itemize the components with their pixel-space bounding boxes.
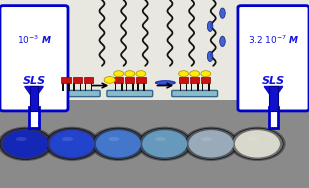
Bar (180, 83, 181, 91)
Circle shape (183, 127, 239, 161)
Ellipse shape (207, 51, 213, 62)
Text: $\mathit{10^{-3}}$ M: $\mathit{10^{-3}}$ M (16, 34, 52, 46)
Circle shape (125, 71, 135, 77)
Circle shape (229, 127, 286, 161)
Ellipse shape (108, 137, 120, 141)
Bar (74, 83, 75, 91)
Ellipse shape (247, 137, 259, 141)
Bar (0, 0, 309, 100)
Ellipse shape (207, 21, 213, 31)
Bar (179, 77, 188, 83)
Circle shape (185, 128, 237, 159)
Bar (269, 107, 277, 110)
Bar (91, 83, 92, 91)
Bar (126, 83, 127, 91)
Circle shape (190, 71, 200, 77)
Ellipse shape (201, 137, 212, 141)
FancyBboxPatch shape (54, 90, 100, 97)
Bar (114, 77, 123, 83)
Bar (191, 83, 192, 91)
Polygon shape (25, 86, 43, 100)
Bar (269, 86, 278, 111)
Circle shape (137, 127, 193, 161)
Circle shape (188, 130, 234, 158)
Circle shape (46, 128, 98, 159)
Circle shape (235, 130, 280, 158)
FancyBboxPatch shape (107, 90, 153, 97)
Bar (269, 86, 278, 111)
Bar (137, 83, 138, 91)
Bar (80, 83, 81, 91)
Bar (30, 86, 38, 111)
Circle shape (179, 71, 188, 77)
Circle shape (93, 128, 144, 159)
Bar (62, 83, 64, 91)
Circle shape (49, 130, 95, 158)
Bar (186, 83, 187, 91)
Circle shape (90, 127, 146, 161)
Bar (61, 77, 71, 83)
Bar (125, 77, 134, 83)
FancyBboxPatch shape (238, 6, 309, 111)
Circle shape (201, 71, 211, 77)
Bar (202, 83, 204, 91)
Circle shape (0, 127, 54, 161)
Text: SLS: SLS (23, 76, 45, 86)
Bar (30, 107, 38, 110)
Bar (69, 83, 70, 91)
Bar (30, 86, 38, 111)
Circle shape (142, 130, 187, 158)
Ellipse shape (154, 137, 166, 141)
Circle shape (0, 128, 51, 159)
Bar (136, 77, 146, 83)
Bar (115, 83, 116, 91)
FancyBboxPatch shape (172, 90, 218, 97)
Bar (121, 83, 122, 91)
FancyBboxPatch shape (0, 6, 68, 111)
Bar (84, 77, 93, 83)
Circle shape (232, 128, 283, 159)
Circle shape (104, 77, 115, 83)
Text: $\mathit{3.2\ 10^{-7}}$ M: $\mathit{3.2\ 10^{-7}}$ M (248, 34, 299, 46)
Bar (132, 83, 133, 91)
Bar (197, 83, 199, 91)
Bar (84, 83, 86, 91)
Ellipse shape (220, 36, 225, 46)
Circle shape (3, 130, 48, 158)
Polygon shape (264, 86, 283, 100)
Bar (208, 83, 210, 91)
Ellipse shape (155, 81, 176, 85)
Circle shape (139, 128, 190, 159)
Bar (201, 77, 210, 83)
Circle shape (44, 127, 100, 161)
Bar (29, 107, 39, 128)
Bar (0, 100, 309, 188)
Bar (73, 77, 82, 83)
Text: SLS: SLS (262, 76, 285, 86)
Bar (190, 77, 199, 83)
Circle shape (114, 71, 124, 77)
Ellipse shape (220, 8, 225, 18)
Circle shape (136, 71, 146, 77)
Bar (143, 83, 145, 91)
Ellipse shape (15, 137, 27, 141)
Bar (269, 107, 278, 128)
Ellipse shape (62, 137, 73, 141)
Circle shape (96, 130, 141, 158)
